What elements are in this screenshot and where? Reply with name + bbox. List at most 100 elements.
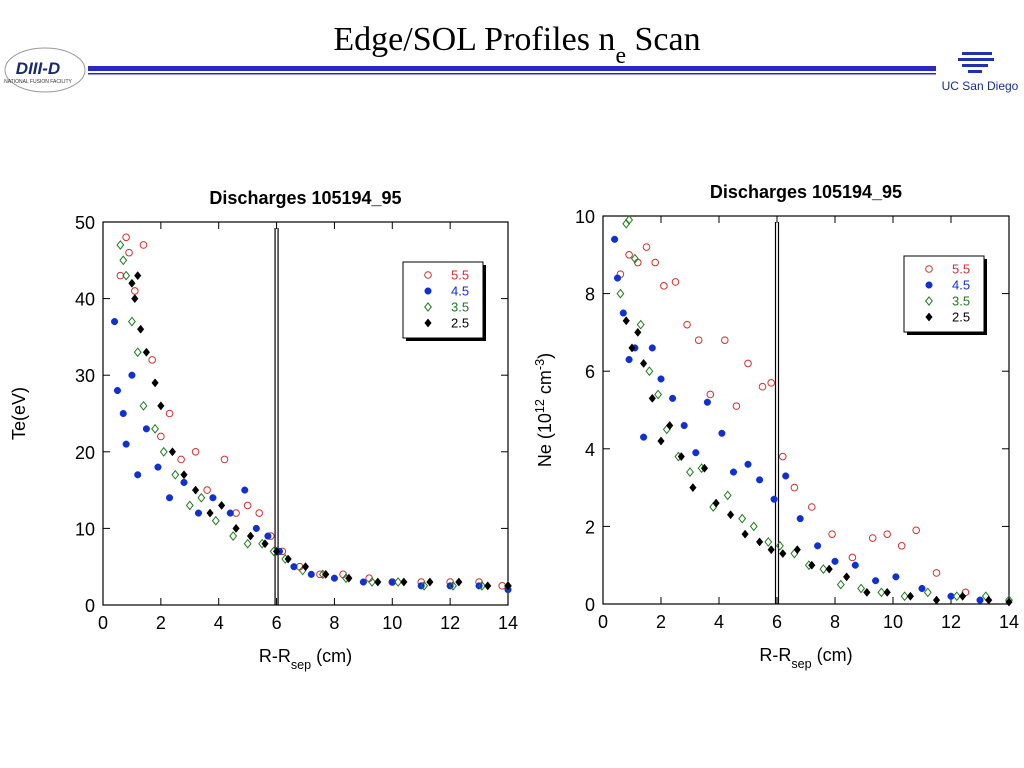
point xyxy=(651,258,660,267)
point xyxy=(165,409,174,418)
point xyxy=(642,243,651,251)
point xyxy=(116,271,125,280)
point xyxy=(700,463,709,473)
point xyxy=(723,490,732,501)
x-tick-label: 6 xyxy=(272,613,282,633)
point xyxy=(793,545,801,555)
point xyxy=(976,596,984,604)
legend-marker xyxy=(424,287,432,295)
point xyxy=(611,235,619,243)
point xyxy=(654,389,663,400)
x-tick-label: 12 xyxy=(440,613,460,633)
point xyxy=(203,486,211,494)
point xyxy=(639,358,648,368)
series xyxy=(611,235,984,604)
label-part: (cm) xyxy=(311,646,352,666)
point xyxy=(128,371,136,379)
point xyxy=(868,534,877,542)
point xyxy=(151,423,160,434)
point xyxy=(660,282,668,290)
x-tick-label: 14 xyxy=(999,612,1019,632)
point xyxy=(284,554,292,564)
x-tick-label: 0 xyxy=(98,613,108,633)
point xyxy=(619,309,627,317)
point xyxy=(686,467,694,477)
legend-label: 4.5 xyxy=(451,284,469,299)
point xyxy=(388,578,396,586)
point xyxy=(449,580,457,591)
point xyxy=(241,486,249,494)
x-axis-label: R-Rsep (cm) xyxy=(759,645,852,671)
point xyxy=(666,421,674,431)
legend-label: 5.5 xyxy=(451,268,469,283)
x-tick-label: 8 xyxy=(830,612,840,632)
label-part: 12 xyxy=(533,399,547,413)
label-part: Scan xyxy=(626,21,701,58)
point xyxy=(209,494,217,502)
point xyxy=(217,500,226,510)
logo-left-sub: NATIONAL FUSION FACILITY xyxy=(4,79,72,85)
point xyxy=(426,577,434,587)
point xyxy=(630,253,639,264)
series xyxy=(616,243,970,597)
point xyxy=(819,564,828,574)
point xyxy=(738,513,747,524)
legend-label: 5.5 xyxy=(952,262,970,277)
legend-marker xyxy=(925,296,933,306)
point xyxy=(165,494,174,502)
point xyxy=(912,526,921,535)
point xyxy=(764,537,773,547)
point xyxy=(220,455,229,464)
y-tick-label: 0 xyxy=(585,595,595,615)
point xyxy=(648,393,656,403)
point xyxy=(177,455,185,464)
point xyxy=(703,398,711,406)
y-tick-label: 10 xyxy=(75,519,95,539)
point xyxy=(749,521,758,532)
point xyxy=(732,402,741,410)
point xyxy=(197,492,206,503)
point xyxy=(958,591,967,601)
point xyxy=(1005,597,1013,607)
chart-title: Discharges 105194_95 xyxy=(710,182,902,202)
legend-marker xyxy=(424,318,432,328)
point xyxy=(897,542,906,550)
label-part: e xyxy=(615,43,626,69)
x-tick-label: 10 xyxy=(382,613,402,633)
point xyxy=(706,390,715,399)
x-tick-label: 10 xyxy=(883,612,903,632)
point xyxy=(657,436,665,446)
point xyxy=(625,251,633,259)
x-tick-label: 6 xyxy=(772,612,782,632)
logo-left: DIII-D xyxy=(16,59,60,78)
legend-marker xyxy=(925,281,933,289)
point xyxy=(136,324,145,334)
point xyxy=(180,470,188,480)
point xyxy=(712,498,720,508)
point xyxy=(157,432,165,441)
point xyxy=(226,509,234,517)
slide-title: Edge/SOL Profiles ne Scan xyxy=(333,21,700,69)
point xyxy=(194,509,203,517)
point xyxy=(622,316,630,326)
point xyxy=(755,537,764,547)
point xyxy=(420,580,429,591)
point xyxy=(814,542,822,550)
point xyxy=(877,587,886,598)
chart: Discharges 105194_95 0 2 4 6 8 10 12 14 0 10 20 30 40… xyxy=(9,188,518,672)
point xyxy=(758,382,767,391)
point xyxy=(883,587,891,597)
point xyxy=(151,378,159,388)
point xyxy=(455,577,463,587)
point xyxy=(721,336,729,344)
y-tick-label: 10 xyxy=(575,207,595,227)
point xyxy=(947,592,955,600)
label-part: Edge/SOL Profiles n xyxy=(333,21,615,58)
point xyxy=(180,478,188,486)
point xyxy=(229,531,238,541)
series xyxy=(622,316,1013,607)
label-part: Ne (10 xyxy=(535,413,555,467)
point xyxy=(628,343,636,353)
point xyxy=(796,515,804,523)
